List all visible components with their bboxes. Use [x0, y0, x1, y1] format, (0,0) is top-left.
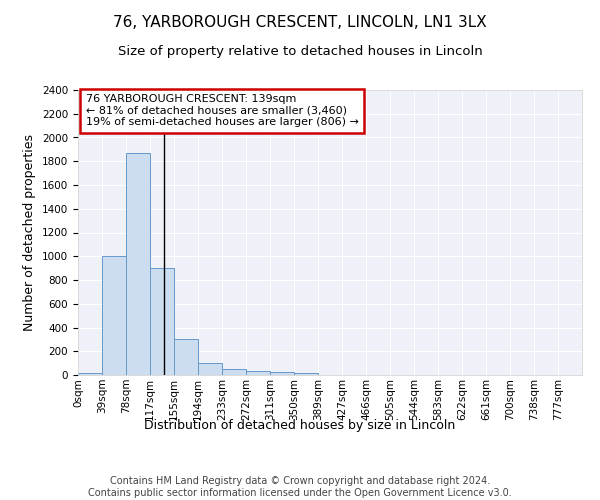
- Text: 76, YARBOROUGH CRESCENT, LINCOLN, LN1 3LX: 76, YARBOROUGH CRESCENT, LINCOLN, LN1 3L…: [113, 15, 487, 30]
- Bar: [78, 372, 102, 375]
- Text: Distribution of detached houses by size in Lincoln: Distribution of detached houses by size …: [145, 420, 455, 432]
- Text: Size of property relative to detached houses in Lincoln: Size of property relative to detached ho…: [118, 45, 482, 58]
- Text: 76 YARBOROUGH CRESCENT: 139sqm
← 81% of detached houses are smaller (3,460)
19% : 76 YARBOROUGH CRESCENT: 139sqm ← 81% of …: [86, 94, 358, 128]
- Bar: [150, 268, 174, 375]
- Bar: [198, 363, 222, 375]
- Bar: [246, 372, 270, 375]
- Bar: [294, 372, 318, 375]
- Y-axis label: Number of detached properties: Number of detached properties: [23, 134, 37, 331]
- Bar: [126, 153, 150, 375]
- Bar: [102, 256, 126, 375]
- Bar: [174, 340, 198, 375]
- Text: Contains HM Land Registry data © Crown copyright and database right 2024.
Contai: Contains HM Land Registry data © Crown c…: [88, 476, 512, 498]
- Bar: [222, 369, 246, 375]
- Bar: [270, 372, 294, 375]
